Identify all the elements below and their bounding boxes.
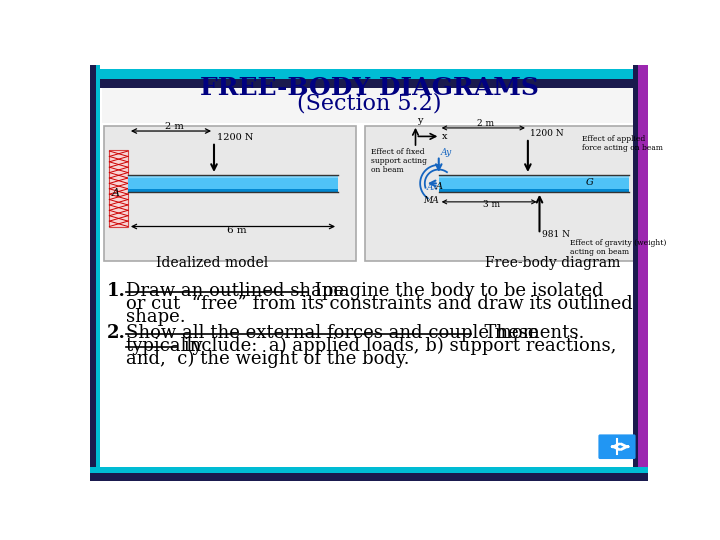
- Bar: [128, 175, 338, 178]
- Text: Ay: Ay: [441, 148, 451, 157]
- Text: shape.: shape.: [126, 308, 185, 326]
- Text: A: A: [112, 188, 120, 198]
- Bar: [438, 175, 629, 192]
- Text: 2 m: 2 m: [165, 122, 184, 131]
- Text: 2 m: 2 m: [477, 119, 494, 127]
- Text: 6 m: 6 m: [227, 226, 246, 235]
- Bar: [102, 80, 636, 123]
- Bar: [632, 65, 638, 481]
- Text: x: x: [442, 132, 447, 141]
- Bar: [128, 189, 338, 192]
- Text: Effect of fixed
support acting
on beam: Effect of fixed support acting on beam: [371, 148, 426, 174]
- Text: 1200 N: 1200 N: [217, 133, 253, 142]
- Bar: [365, 126, 635, 261]
- Text: Draw an outlined shape.: Draw an outlined shape.: [126, 282, 349, 300]
- Bar: [438, 189, 629, 192]
- FancyBboxPatch shape: [598, 434, 636, 459]
- Bar: [90, 79, 648, 88]
- Text: 2.: 2.: [107, 323, 126, 341]
- Text: 981 N: 981 N: [542, 230, 570, 239]
- Bar: [90, 467, 648, 473]
- Text: typically: typically: [126, 336, 203, 355]
- Text: MA: MA: [423, 197, 439, 205]
- Text: include:  a) applied loads, b) support reactions,: include: a) applied loads, b) support re…: [179, 336, 617, 355]
- Text: and,  c) the weight of the body.: and, c) the weight of the body.: [126, 350, 409, 368]
- Text: Free-body diagram: Free-body diagram: [485, 255, 621, 269]
- Text: Effect of applied
force acting on beam: Effect of applied force acting on beam: [582, 135, 663, 152]
- Text: FREE-BODY DIAGRAMS: FREE-BODY DIAGRAMS: [199, 76, 539, 100]
- Bar: [90, 473, 648, 481]
- Bar: [638, 65, 648, 481]
- Text: G: G: [586, 178, 594, 187]
- Bar: [128, 175, 338, 192]
- Text: or cut  “free” from its constraints and draw its outlined: or cut “free” from its constraints and d…: [126, 295, 632, 313]
- Text: These: These: [473, 323, 539, 341]
- Text: 1200 N: 1200 N: [530, 130, 564, 138]
- Text: 3 m: 3 m: [483, 200, 500, 209]
- Text: Imagine the body to be isolated: Imagine the body to be isolated: [309, 282, 603, 300]
- Text: Show all the external forces and couple moments.: Show all the external forces and couple …: [126, 323, 584, 341]
- Bar: [90, 70, 648, 79]
- Text: Idealized model: Idealized model: [156, 255, 268, 269]
- Text: Ax: Ax: [426, 183, 438, 192]
- Text: A: A: [436, 182, 443, 191]
- Text: 1.: 1.: [107, 282, 126, 300]
- Text: (Section 5.2): (Section 5.2): [297, 92, 441, 114]
- Bar: [96, 65, 100, 481]
- Bar: [438, 175, 629, 178]
- Text: y: y: [417, 116, 423, 125]
- Bar: [90, 65, 96, 481]
- Text: Effect of gravity (weight)
acting on beam: Effect of gravity (weight) acting on bea…: [570, 239, 667, 256]
- Bar: [104, 126, 356, 261]
- Bar: [109, 150, 128, 226]
